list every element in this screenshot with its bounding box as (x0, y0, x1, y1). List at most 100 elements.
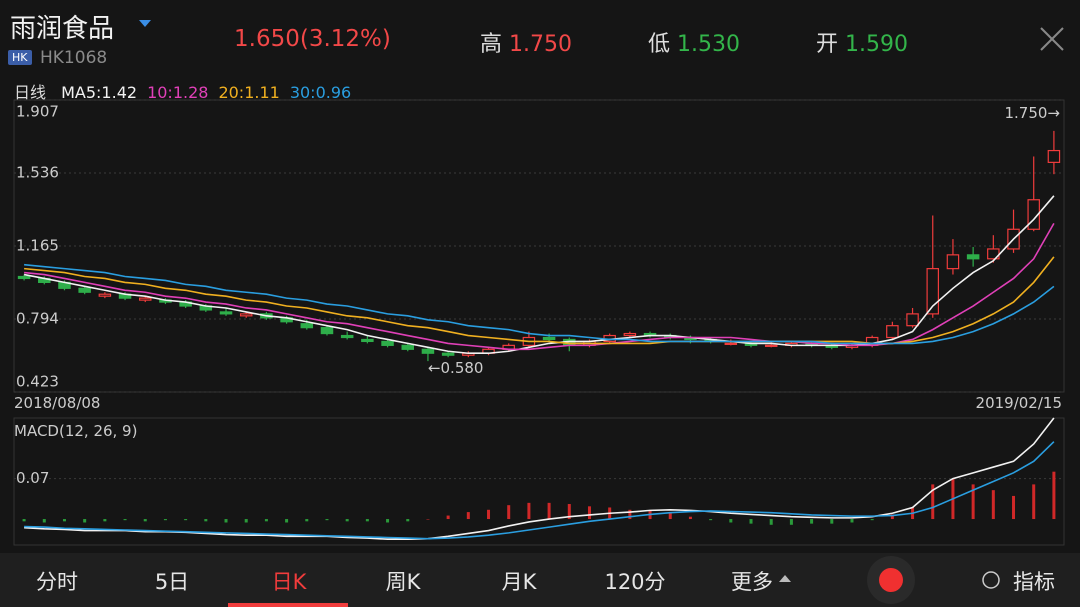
stock-name[interactable]: 雨润食品 (10, 14, 115, 44)
macd-bar (507, 505, 511, 520)
high-value: 1.750 (509, 32, 572, 57)
macd-bar (325, 519, 329, 521)
candle-body (886, 325, 899, 339)
macd-bar (668, 513, 672, 520)
y-tick-label: 1.907 (16, 103, 59, 121)
macd-bar (547, 502, 551, 520)
open-label: 开 (816, 32, 839, 57)
macd-bar (244, 519, 248, 523)
macd-bar (345, 519, 349, 522)
macd-bar (749, 519, 753, 524)
tab[interactable]: 120分 (604, 570, 666, 594)
low-annotation: ←0.580 (428, 359, 484, 377)
macd-bar (487, 509, 491, 520)
open-block: 开 1.590 (816, 26, 908, 58)
tab[interactable]: 指标 (1013, 570, 1055, 594)
macd-bar (22, 519, 26, 522)
tab[interactable]: 月K (501, 570, 537, 594)
stock-code: HK1068 (40, 48, 108, 68)
macd-bar (810, 519, 814, 524)
macd-line (24, 441, 1055, 540)
candle-body (441, 352, 455, 356)
macd-bar (123, 519, 127, 521)
macd-bar (62, 519, 66, 522)
x-end-label: 2019/02/15 (976, 394, 1062, 412)
price: 1.650 (234, 26, 300, 52)
candle-body (421, 348, 435, 354)
ma-line (24, 263, 1055, 345)
macd-bar (527, 502, 531, 520)
record-dot (879, 568, 903, 592)
y-tick-label: 0.794 (16, 310, 59, 328)
legend-entry: 30:0.96 (289, 83, 352, 102)
change: (3.12%) (299, 26, 391, 52)
macd-bar (224, 519, 228, 523)
macd-bar (567, 504, 571, 520)
candle-body (78, 287, 91, 293)
candle-body (542, 336, 556, 341)
price-block: 1.650(3.12%) (234, 26, 391, 52)
macd-bar (42, 519, 46, 523)
candle-body (320, 327, 334, 335)
macd-line (24, 417, 1055, 541)
ma-line (24, 256, 1055, 345)
macd-bar (1012, 495, 1016, 520)
tab[interactable]: 5日 (154, 570, 190, 594)
open-value: 1.590 (845, 32, 908, 57)
more-arrow (779, 575, 791, 582)
macd-bar (446, 515, 450, 520)
macd-bar (789, 519, 793, 525)
macd-bar (163, 519, 167, 521)
ma-line (24, 222, 1055, 351)
candle-body (340, 334, 354, 339)
macd-bar (143, 519, 147, 522)
candle-body (1027, 199, 1040, 230)
tab[interactable]: 周K (385, 570, 421, 594)
x-start-label: 2018/08/08 (14, 394, 100, 412)
macd-bar (406, 519, 410, 522)
tab[interactable]: 日K (271, 570, 307, 594)
high-label: 高 (480, 32, 503, 57)
candle-body (381, 340, 394, 346)
candle-body (764, 344, 778, 347)
high-block: 高 1.750 (480, 26, 572, 58)
macd-title: MACD(12, 26, 9) (14, 422, 137, 440)
candle-body (300, 323, 314, 329)
macd-bar (971, 484, 975, 520)
macd-bar (305, 519, 309, 522)
active-tab-underline (228, 603, 348, 607)
candle-body (361, 338, 374, 343)
panel-border (13, 417, 1065, 546)
macd-bar (426, 519, 430, 520)
legend-entry: MA5:1.42 (61, 83, 138, 102)
low-block: 低 1.530 (648, 26, 740, 58)
macd-bar (264, 519, 268, 522)
y-tick-label: 0.423 (16, 373, 59, 391)
high-annotation: 1.750→ (1004, 104, 1060, 122)
macd-bar (870, 519, 874, 521)
dropdown-icon[interactable] (139, 20, 151, 27)
macd-bar (204, 519, 208, 522)
close-icon[interactable] (1040, 27, 1064, 51)
y-tick-label: 1.536 (16, 164, 59, 182)
macd-bar (587, 506, 591, 520)
macd-bar (931, 484, 935, 520)
candle-body (1047, 149, 1061, 163)
macd-bar (709, 519, 713, 521)
ma-line (23, 195, 1055, 355)
macd-bar (991, 490, 995, 520)
tab[interactable]: 分时 (36, 570, 78, 594)
macd-bar (1032, 484, 1036, 520)
tab[interactable]: 更多 (731, 570, 773, 594)
candle-body (98, 293, 112, 297)
candle-body (138, 297, 152, 301)
candle-body (926, 268, 940, 315)
macd-bar (628, 509, 632, 520)
y-tick-label: 1.165 (16, 237, 59, 255)
indicator-icon (982, 571, 1000, 589)
macd-bar (285, 519, 289, 523)
market-badge: HK (8, 50, 32, 65)
macd-bar (769, 519, 773, 525)
legend-entry: 20:1.11 (218, 83, 280, 102)
